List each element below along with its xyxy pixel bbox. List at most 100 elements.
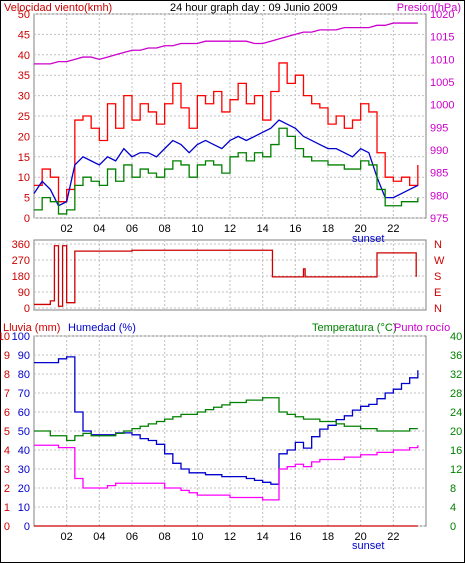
x-tick-label: 20 [355, 531, 367, 543]
x-tick-label: 16 [289, 531, 301, 543]
x-tick-label: 18 [322, 531, 334, 543]
rain-tick-label: 6 [4, 407, 10, 419]
temp-tick-label: 0 [450, 521, 456, 533]
x-tick-label: 08 [159, 531, 171, 543]
rain-tick-label: 10 [0, 331, 10, 343]
wind-direction-line [34, 245, 417, 307]
pressure-tick-label: 1005 [430, 77, 454, 89]
humidity-tick-label: 70 [18, 388, 30, 400]
rain-tick-label: 3 [4, 464, 10, 476]
rain-tick-label: 4 [4, 445, 10, 457]
x-tick-label: 06 [126, 531, 138, 543]
tick-labels: 0510152025303540455097598098599099510001… [0, 9, 462, 543]
direction-tick-label: 90 [18, 287, 30, 299]
x-tick-label: 12 [224, 223, 236, 235]
pressure-tick-label: 990 [430, 145, 448, 157]
wind-tick-label: 25 [18, 111, 30, 123]
compass-tick-label: E [434, 287, 441, 299]
pressure-axis-title: Presión(hPa) [397, 2, 461, 14]
temp-tick-label: 20 [450, 426, 462, 438]
wind-tick-label: 35 [18, 70, 30, 82]
x-tick-label: 10 [191, 223, 203, 235]
humidity-tick-label: 100 [12, 331, 30, 343]
humidity-tick-label: 90 [18, 350, 30, 362]
direction-tick-label: 0 [24, 303, 30, 315]
rain-tick-label: 9 [4, 350, 10, 362]
x-tick-label: 22 [387, 223, 399, 235]
direction-tick-label: 180 [12, 271, 30, 283]
humidity-tick-label: 40 [18, 445, 30, 457]
rain-tick-label: 7 [4, 388, 10, 400]
rain-tick-label: 5 [4, 426, 10, 438]
x-tick-label: 14 [257, 531, 269, 543]
temp-tick-label: 16 [450, 445, 462, 457]
dewpoint-line [34, 444, 419, 501]
dewpoint-axis-title: Punto rocío [394, 322, 450, 334]
pressure-tick-label: 975 [430, 213, 448, 225]
x-tick-label: 10 [191, 531, 203, 543]
wind-tick-label: 0 [24, 213, 30, 225]
wind-tick-label: 5 [24, 193, 30, 205]
wind-tick-label: 15 [18, 152, 30, 164]
pressure-tick-label: 1010 [430, 54, 454, 66]
compass-tick-label: W [434, 255, 445, 267]
compass-tick-label: N [434, 303, 442, 315]
pressure-tick-label: 1000 [430, 100, 454, 112]
x-tick-label: 04 [93, 223, 105, 235]
rain-tick-label: 2 [4, 483, 10, 495]
wind-tick-label: 20 [18, 131, 30, 143]
humidity-tick-label: 0 [24, 521, 30, 533]
humidity-axis-title: Humedad (%) [68, 322, 136, 334]
x-tick-label: 20 [355, 223, 367, 235]
direction-tick-label: 360 [12, 239, 30, 251]
humidity-tick-label: 30 [18, 464, 30, 476]
rain-tick-label: 8 [4, 369, 10, 381]
humidity-line [34, 356, 419, 485]
pressure-tick-label: 1020 [430, 9, 454, 21]
compass-tick-label: S [434, 271, 441, 283]
temp-axis-title: Temperatura (°C) [312, 322, 396, 334]
pressure-tick-label: 1015 [430, 32, 454, 44]
x-tick-label: 02 [61, 531, 73, 543]
rain-axis-title: Lluvia (mm) [3, 322, 60, 334]
humidity-tick-label: 10 [18, 502, 30, 514]
wind-gust-line [34, 127, 419, 215]
wind-speed-line [34, 62, 419, 203]
pressure-tick-label: 985 [430, 168, 448, 180]
humidity-tick-label: 60 [18, 407, 30, 419]
temp-tick-label: 8 [450, 483, 456, 495]
chart-title: 24 hour graph day : 09 Junio 2009 [170, 2, 338, 14]
grid-lines [34, 13, 426, 527]
x-tick-label: 18 [322, 223, 334, 235]
x-tick-label: 06 [126, 223, 138, 235]
pressure-tick-label: 995 [430, 122, 448, 134]
wind-axis-title: Velocidad viento(kmh) [4, 2, 112, 14]
direction-tick-label: 270 [12, 255, 30, 267]
x-tick-label: 22 [387, 531, 399, 543]
pressure-line [34, 22, 418, 65]
rain-tick-label: 1 [4, 502, 10, 514]
humidity-tick-label: 50 [18, 426, 30, 438]
x-tick-label: 08 [159, 223, 171, 235]
wind-tick-label: 40 [18, 50, 30, 62]
x-tick-label: 14 [257, 223, 269, 235]
x-tick-label: 04 [93, 531, 105, 543]
x-tick-label: 16 [289, 223, 301, 235]
rain-tick-label: 0 [4, 521, 10, 533]
temp-tick-label: 4 [450, 502, 456, 514]
wind-tick-label: 50 [18, 9, 30, 21]
x-tick-label: 02 [61, 223, 73, 235]
temp-tick-label: 12 [450, 464, 462, 476]
wind-tick-label: 45 [18, 29, 30, 41]
humidity-tick-label: 80 [18, 369, 30, 381]
pressure-tick-label: 980 [430, 190, 448, 202]
humidity-tick-label: 20 [18, 483, 30, 495]
wind-tick-label: 30 [18, 91, 30, 103]
sunset-label-bottom: sunset [352, 540, 384, 552]
wind-tick-label: 10 [18, 172, 30, 184]
sunset-label-top: sunset [352, 233, 384, 245]
wind-average-line [33, 119, 419, 207]
temp-tick-label: 40 [450, 331, 462, 343]
temperature-line [34, 397, 418, 442]
